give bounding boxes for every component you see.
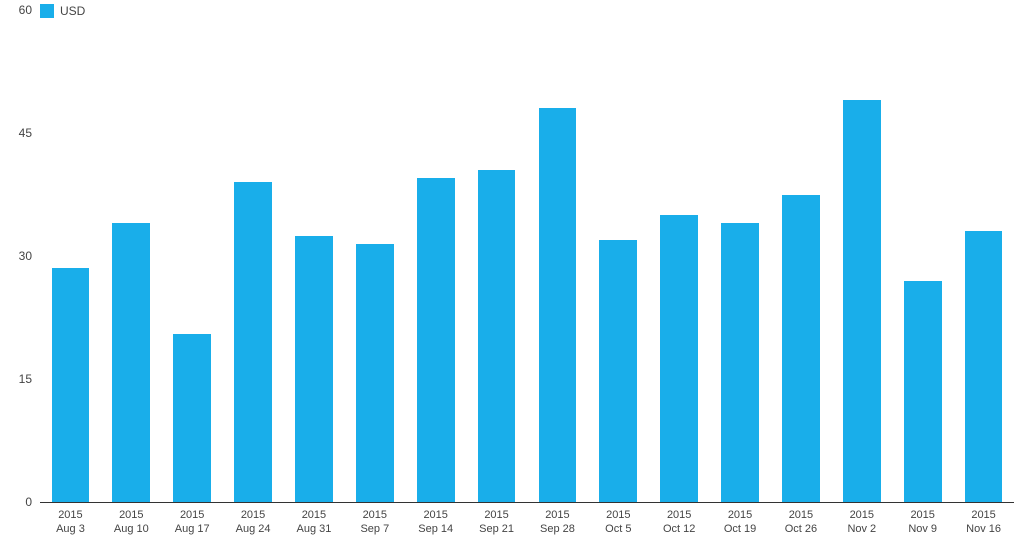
x-tick-label: 2015Nov 9 <box>908 508 937 537</box>
bars-container: 2015Aug 32015Aug 102015Aug 172015Aug 242… <box>40 10 1014 502</box>
x-tick-label: 2015Aug 17 <box>175 508 210 537</box>
x-tick-year: 2015 <box>302 509 326 521</box>
bar-slot: 2015Oct 26 <box>771 10 832 502</box>
bar <box>356 244 394 502</box>
x-tick-year: 2015 <box>910 509 934 521</box>
y-tick-label: 30 <box>19 249 32 263</box>
bar-slot: 2015Oct 12 <box>649 10 710 502</box>
bar <box>173 334 211 502</box>
y-tick-label: 60 <box>19 3 32 17</box>
x-tick-year: 2015 <box>850 509 874 521</box>
bar <box>843 100 881 502</box>
x-tick-label: 2015Aug 24 <box>236 508 271 537</box>
x-tick-year: 2015 <box>119 509 143 521</box>
bar <box>965 231 1003 502</box>
x-tick-label: 2015Nov 16 <box>966 508 1001 537</box>
bar-chart: USD 2015Aug 32015Aug 102015Aug 172015Aug… <box>0 0 1024 553</box>
x-tick-year: 2015 <box>728 509 752 521</box>
x-tick-label: 2015Oct 12 <box>663 508 695 537</box>
x-tick-year: 2015 <box>789 509 813 521</box>
x-tick-date: Oct 26 <box>785 522 817 536</box>
bar-slot: 2015Sep 14 <box>405 10 466 502</box>
x-tick-date: Aug 17 <box>175 522 210 536</box>
x-tick-date: Oct 12 <box>663 522 695 536</box>
x-tick-year: 2015 <box>423 509 447 521</box>
bar-slot: 2015Nov 16 <box>953 10 1014 502</box>
x-tick-date: Sep 7 <box>360 522 389 536</box>
x-tick-year: 2015 <box>484 509 508 521</box>
bar <box>52 268 90 502</box>
bar <box>782 195 820 503</box>
bar <box>539 108 577 502</box>
bar-slot: 2015Aug 31 <box>284 10 345 502</box>
bar <box>721 223 759 502</box>
x-tick-year: 2015 <box>667 509 691 521</box>
x-tick-label: 2015Oct 19 <box>724 508 756 537</box>
x-tick-date: Aug 31 <box>297 522 332 536</box>
bar-slot: 2015Aug 3 <box>40 10 101 502</box>
x-tick-date: Oct 5 <box>605 522 631 536</box>
x-tick-date: Oct 19 <box>724 522 756 536</box>
bar <box>599 240 637 502</box>
x-tick-label: 2015Sep 28 <box>540 508 575 537</box>
x-tick-date: Aug 3 <box>56 522 85 536</box>
bar <box>112 223 150 502</box>
x-tick-date: Sep 21 <box>479 522 514 536</box>
y-tick-label: 0 <box>25 495 32 509</box>
bar-slot: 2015Oct 19 <box>710 10 771 502</box>
x-tick-label: 2015Aug 3 <box>56 508 85 537</box>
y-tick-label: 45 <box>19 126 32 140</box>
x-tick-label: 2015Aug 10 <box>114 508 149 537</box>
x-tick-label: 2015Sep 7 <box>360 508 389 537</box>
x-tick-year: 2015 <box>363 509 387 521</box>
plot-area: 2015Aug 32015Aug 102015Aug 172015Aug 242… <box>40 10 1014 503</box>
x-tick-label: 2015Oct 5 <box>605 508 631 537</box>
x-tick-date: Aug 24 <box>236 522 271 536</box>
bar-slot: 2015Sep 7 <box>344 10 405 502</box>
x-tick-date: Aug 10 <box>114 522 149 536</box>
x-tick-year: 2015 <box>241 509 265 521</box>
bar <box>234 182 272 502</box>
bar-slot: 2015Oct 5 <box>588 10 649 502</box>
x-tick-date: Nov 2 <box>847 522 876 536</box>
x-tick-label: 2015Nov 2 <box>847 508 876 537</box>
y-tick-label: 15 <box>19 372 32 386</box>
x-tick-year: 2015 <box>58 509 82 521</box>
x-tick-label: 2015Aug 31 <box>297 508 332 537</box>
x-tick-date: Nov 16 <box>966 522 1001 536</box>
x-tick-year: 2015 <box>545 509 569 521</box>
bar-slot: 2015Aug 24 <box>223 10 284 502</box>
bar <box>295 236 333 503</box>
bar <box>904 281 942 502</box>
bar-slot: 2015Nov 9 <box>892 10 953 502</box>
x-tick-label: 2015Oct 26 <box>785 508 817 537</box>
bar-slot: 2015Nov 2 <box>831 10 892 502</box>
bar <box>478 170 516 502</box>
x-tick-date: Sep 28 <box>540 522 575 536</box>
x-tick-year: 2015 <box>971 509 995 521</box>
bar <box>660 215 698 502</box>
bar-slot: 2015Sep 21 <box>466 10 527 502</box>
x-tick-label: 2015Sep 14 <box>418 508 453 537</box>
x-tick-label: 2015Sep 21 <box>479 508 514 537</box>
x-tick-date: Sep 14 <box>418 522 453 536</box>
x-tick-year: 2015 <box>606 509 630 521</box>
bar-slot: 2015Aug 10 <box>101 10 162 502</box>
x-tick-year: 2015 <box>180 509 204 521</box>
x-tick-date: Nov 9 <box>908 522 937 536</box>
bar-slot: 2015Sep 28 <box>527 10 588 502</box>
bar <box>417 178 455 502</box>
bar-slot: 2015Aug 17 <box>162 10 223 502</box>
